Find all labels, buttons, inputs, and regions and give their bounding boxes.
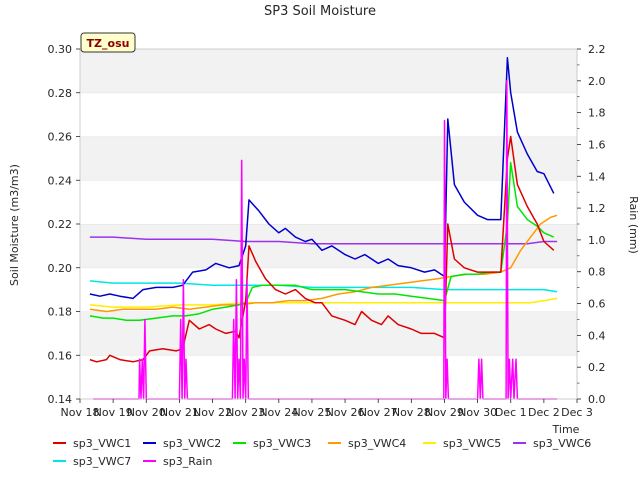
x-tick-label: Nov 30 bbox=[458, 406, 497, 419]
y2-tick-label: 1.0 bbox=[588, 234, 606, 247]
y2-axis-label: Rain (mm) bbox=[627, 196, 640, 254]
grid-band bbox=[80, 180, 577, 224]
x-tick-label: Dec 2 bbox=[528, 406, 560, 419]
x-axis-label: Time bbox=[552, 423, 580, 436]
legend-label: sp3_Rain bbox=[163, 455, 212, 468]
series-line-sp3-vwc6 bbox=[89, 236, 558, 245]
grid-band bbox=[80, 92, 577, 137]
y-tick-label: 0.20 bbox=[48, 262, 73, 275]
x-tick-label: Nov 24 bbox=[259, 406, 298, 419]
x-tick-label: Nov 28 bbox=[392, 406, 431, 419]
y2-tick-label: 1.4 bbox=[588, 170, 606, 183]
legend-label: sp3_VWC6 bbox=[533, 437, 591, 450]
y-tick-label: 0.28 bbox=[48, 87, 73, 100]
legend-label: sp3_VWC5 bbox=[443, 437, 501, 450]
y-tick-label: 0.22 bbox=[48, 218, 73, 231]
station-badge-label: TZ_osu bbox=[87, 37, 130, 50]
series-line-sp3-vwc1 bbox=[89, 135, 555, 363]
y2-tick-label: 1.6 bbox=[588, 138, 606, 151]
legend-label: sp3_VWC3 bbox=[253, 437, 311, 450]
y2-axis-ticks: 0.0 0.2 0.4 0.6 0.8 1.0 1.2 1.4 1.6 1.8 2.0 2.2 bbox=[577, 43, 606, 406]
y-axis-label: Soil Moisture (m3/m3) bbox=[8, 164, 21, 286]
x-tick-label: Dec 1 bbox=[495, 406, 527, 419]
y2-tick-label: 0.6 bbox=[588, 298, 606, 311]
x-tick-label: Nov 21 bbox=[160, 406, 199, 419]
x-tick-label: Nov 25 bbox=[292, 406, 331, 419]
y2-tick-label: 1.8 bbox=[588, 107, 606, 120]
series-line-sp3-vwc4 bbox=[89, 214, 558, 313]
y-tick-label: 0.24 bbox=[48, 174, 73, 187]
grid-bands bbox=[80, 48, 577, 399]
y-tick-label: 0.30 bbox=[48, 43, 73, 56]
legend-label: sp3_VWC2 bbox=[163, 437, 221, 450]
series-line-sp3-vwc7 bbox=[89, 280, 558, 293]
grid-band bbox=[80, 49, 577, 93]
legend: sp3_VWC1 sp3_VWC2 sp3_VWC3 sp3_VWC4 sp3_VWC5… bbox=[53, 437, 591, 468]
y2-tick-label: 0.8 bbox=[588, 266, 606, 279]
y-axis-ticks: 0.14 0.16 0.18 0.20 0.22 0.24 0.26 0.28 0.30 bbox=[48, 43, 80, 406]
legend-label: sp3_VWC1 bbox=[73, 437, 131, 450]
y2-tick-label: 0.4 bbox=[588, 329, 606, 342]
series-line-sp3-vwc2 bbox=[89, 57, 555, 300]
y-tick-label: 0.26 bbox=[48, 131, 73, 144]
legend-label: sp3_VWC7 bbox=[73, 455, 131, 468]
y2-tick-label: 1.2 bbox=[588, 202, 606, 215]
y2-tick-label: 2.0 bbox=[588, 75, 606, 88]
x-tick-label: Nov 26 bbox=[326, 406, 365, 419]
x-tick-label: Nov 23 bbox=[226, 406, 265, 419]
y-tick-label: 0.14 bbox=[48, 393, 73, 406]
chart-title: SP3 Soil Moisture bbox=[264, 4, 376, 19]
x-tick-label: Nov 22 bbox=[193, 406, 232, 419]
legend-label: sp3_VWC4 bbox=[348, 437, 406, 450]
station-badge-box bbox=[80, 32, 136, 53]
x-tick-label: Nov 19 bbox=[94, 406, 133, 419]
y-tick-label: 0.18 bbox=[48, 306, 73, 319]
x-tick-label: Nov 20 bbox=[127, 406, 166, 419]
x-tick-label: Nov 27 bbox=[359, 406, 398, 419]
y-tick-label: 0.16 bbox=[48, 349, 73, 362]
grid-band bbox=[80, 224, 577, 268]
y2-tick-label: 0.2 bbox=[588, 361, 606, 374]
x-tick-label: Dec 3 bbox=[561, 406, 593, 419]
grid-band bbox=[80, 136, 577, 181]
x-tick-label: Nov 18 bbox=[61, 406, 100, 419]
x-tick-label: Nov 29 bbox=[425, 406, 464, 419]
y2-tick-label: 2.2 bbox=[588, 43, 606, 56]
grid-band bbox=[80, 355, 577, 399]
station-badge: TZ_osu bbox=[80, 32, 136, 53]
y2-tick-label: 0.0 bbox=[588, 393, 606, 406]
series-line-sp3-vwc5 bbox=[89, 297, 558, 308]
